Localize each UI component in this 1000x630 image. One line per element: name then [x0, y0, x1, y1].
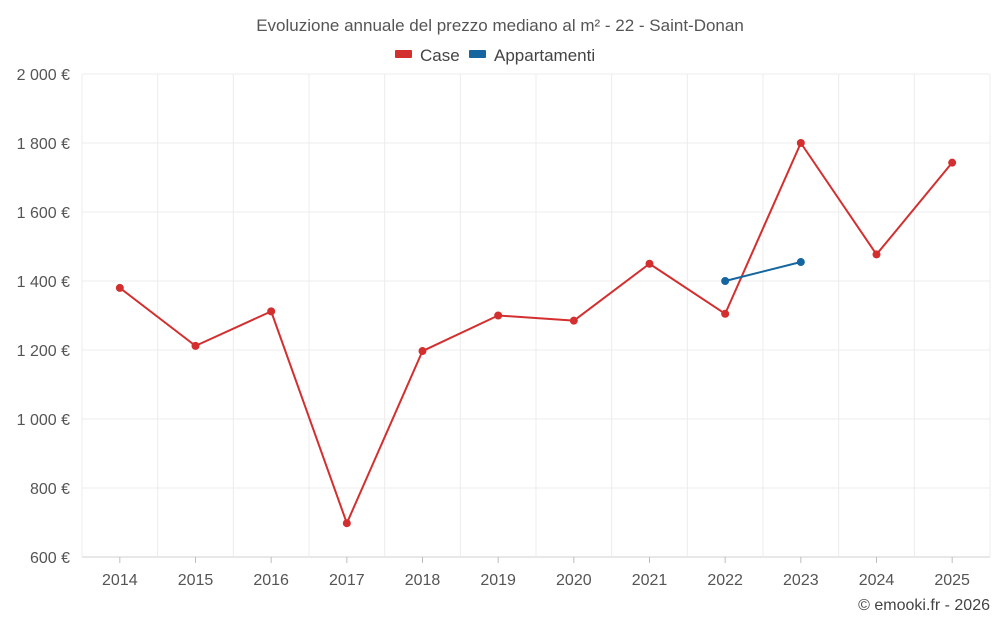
- legend-swatch-case: [395, 50, 412, 58]
- y-tick-label: 1 200 €: [17, 343, 70, 360]
- legend-item-appartamenti[interactable]: Appartamenti: [469, 46, 595, 65]
- data-point-case[interactable]: [191, 341, 200, 350]
- y-tick-label: 1 600 €: [17, 205, 70, 222]
- data-point-appartamenti[interactable]: [721, 277, 730, 285]
- data-point-case[interactable]: [267, 307, 276, 316]
- legend-label-case: Case: [420, 46, 460, 65]
- legend-item-case[interactable]: Case: [395, 46, 460, 65]
- grid: [81, 73, 991, 558]
- legend-swatch-appartamenti: [469, 50, 486, 58]
- data-point-case[interactable]: [418, 347, 427, 356]
- y-tick-label: 800 €: [30, 481, 70, 498]
- x-tick-label: 2025: [934, 572, 970, 589]
- x-tick-label: 2015: [178, 572, 214, 589]
- data-point-case[interactable]: [948, 158, 957, 167]
- credit-text: © emooki.fr - 2026: [858, 597, 990, 614]
- x-tick-label: 2023: [783, 572, 819, 589]
- x-tick-label: 2020: [556, 572, 592, 589]
- legend-label-appartamenti: Appartamenti: [494, 46, 595, 65]
- data-point-case[interactable]: [796, 139, 805, 147]
- x-tick-label: 2016: [253, 572, 289, 589]
- data-point-case[interactable]: [342, 519, 351, 528]
- data-point-case[interactable]: [645, 259, 654, 268]
- axes: 600 € 800 € 1 000 € 1 200 € 1 400 € 1 600 € 1 …: [17, 67, 970, 589]
- x-tick-label: 2024: [859, 572, 895, 589]
- legend[interactable]: Case Appartamenti: [395, 46, 595, 65]
- y-tick-label: 2 000 €: [17, 67, 70, 84]
- x-tick-label: 2019: [480, 572, 516, 589]
- series-line-appartamenti: [724, 261, 802, 282]
- x-tick-label: 2021: [632, 572, 668, 589]
- data-point-appartamenti[interactable]: [796, 258, 805, 267]
- y-tick-label: 600 €: [30, 550, 70, 567]
- x-tick-label: 2014: [102, 572, 138, 589]
- data-point-case[interactable]: [569, 316, 578, 325]
- data-point-case[interactable]: [115, 283, 124, 292]
- data-point-case[interactable]: [721, 309, 730, 318]
- y-tick-label: 1 800 €: [17, 136, 70, 153]
- chart-title: Evoluzione annuale del prezzo mediano al…: [256, 16, 744, 35]
- data-point-case[interactable]: [494, 311, 503, 320]
- series-line-case: [119, 142, 953, 525]
- x-tick-label: 2017: [329, 572, 365, 589]
- series: [115, 139, 957, 528]
- data-point-case[interactable]: [872, 250, 881, 259]
- y-tick-label: 1 400 €: [17, 274, 70, 291]
- y-tick-label: 1 000 €: [17, 412, 70, 429]
- x-tick-label: 2018: [405, 572, 441, 589]
- x-tick-label: 2022: [707, 572, 743, 589]
